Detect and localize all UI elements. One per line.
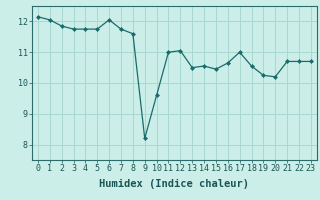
X-axis label: Humidex (Indice chaleur): Humidex (Indice chaleur) <box>100 179 249 189</box>
